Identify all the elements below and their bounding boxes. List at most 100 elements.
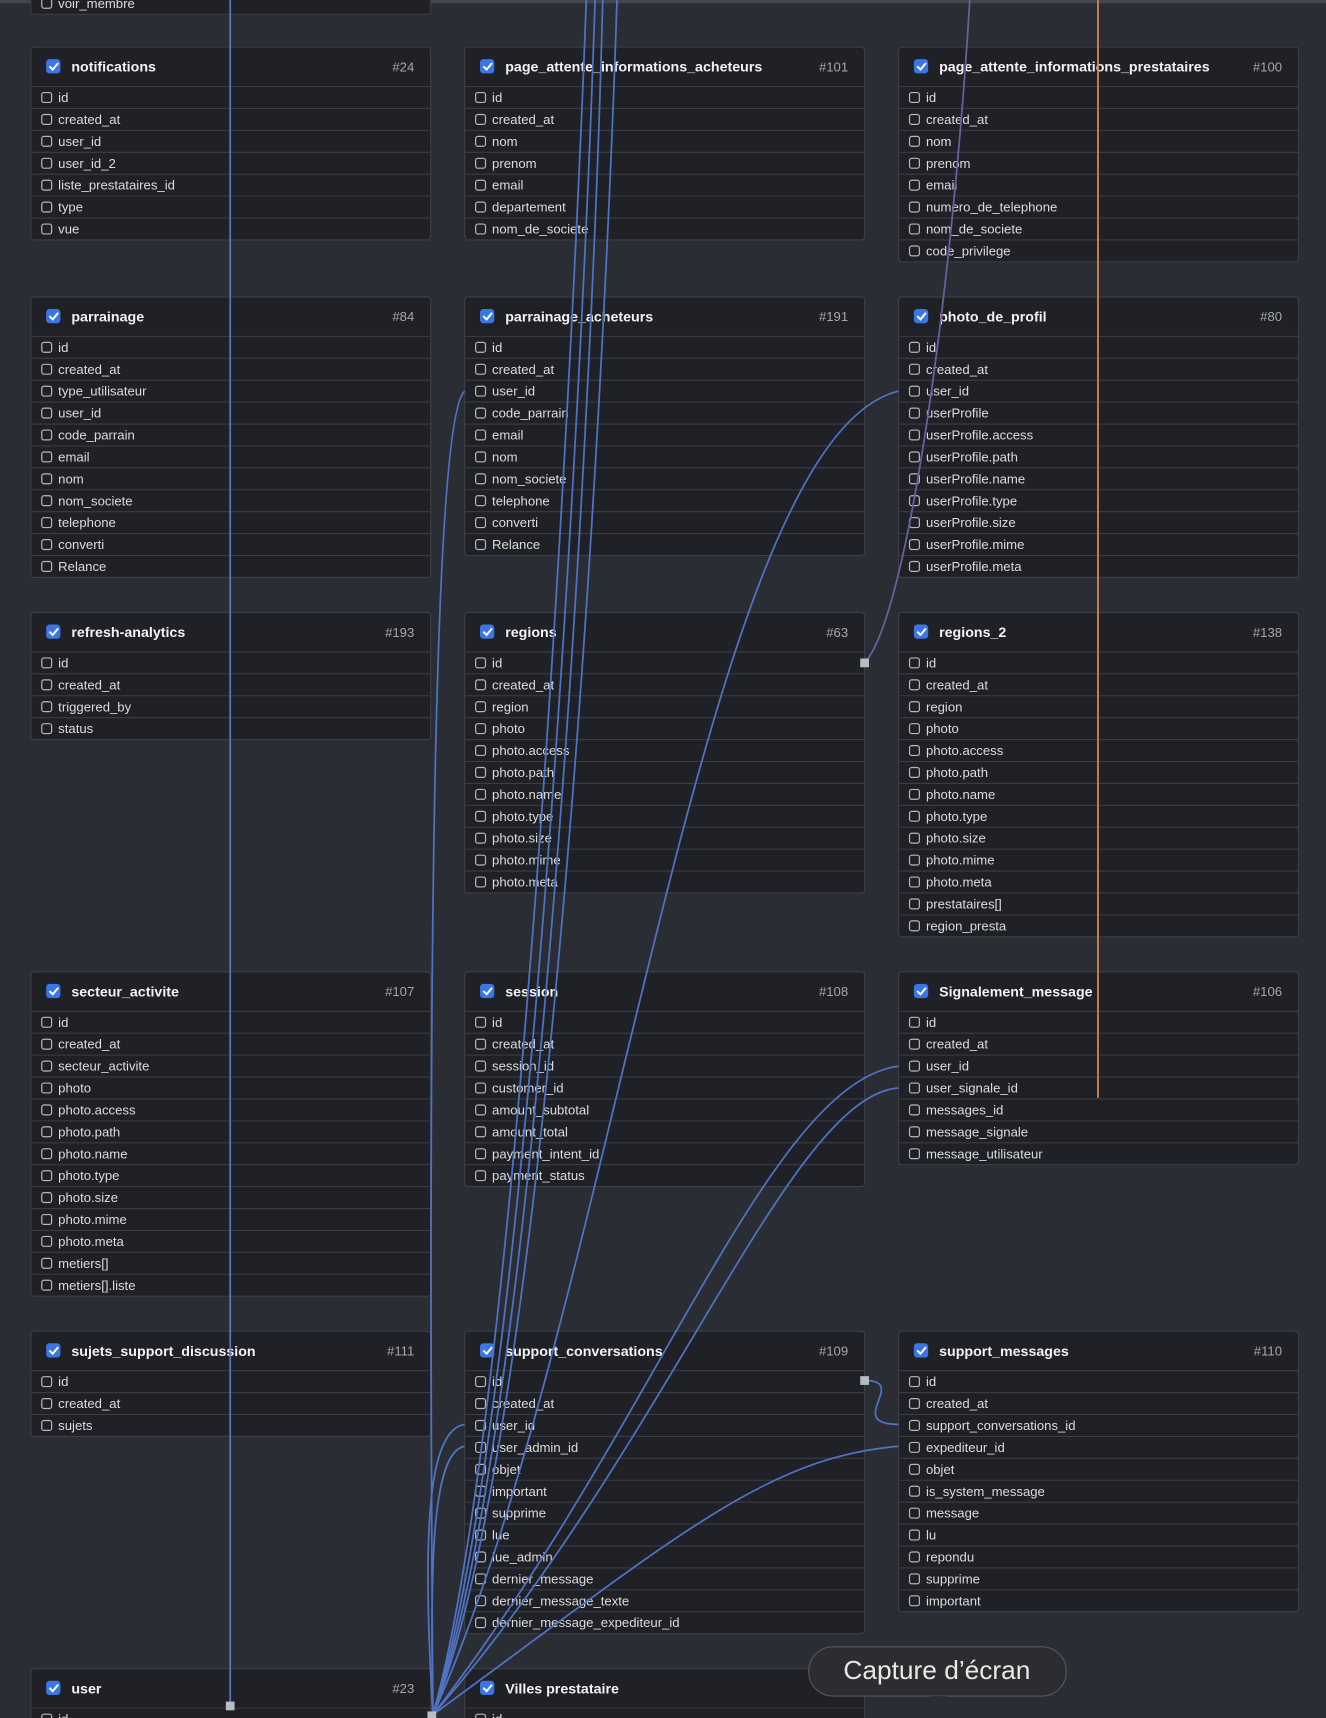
field-icon	[41, 157, 53, 169]
checkmark	[48, 987, 59, 996]
field-icon	[475, 679, 487, 691]
field-name: is_system_message	[926, 1484, 1045, 1499]
field-icon	[41, 679, 53, 691]
field-icon	[475, 1463, 487, 1475]
field-name: dernier_message	[492, 1571, 593, 1586]
field-icon	[41, 1192, 53, 1204]
field-icon	[475, 385, 487, 397]
field-icon	[908, 385, 920, 397]
field-name: user_signale_id	[926, 1081, 1018, 1096]
field-name: triggered_by	[58, 699, 131, 714]
field-name: id	[926, 655, 936, 670]
table-body	[898, 1330, 1300, 1613]
table-name: sujets_support_discussion	[71, 1344, 255, 1360]
field-icon	[41, 1126, 53, 1138]
field-icon	[908, 407, 920, 419]
table-body	[464, 1330, 866, 1635]
field-name: created_at	[58, 112, 120, 127]
field-icon	[908, 113, 920, 125]
field-icon	[908, 91, 920, 104]
field-icon	[475, 1419, 487, 1431]
relation-line	[432, 1087, 899, 1716]
checkmark	[482, 627, 493, 637]
field-name: type	[58, 200, 83, 215]
field-name: photo.mime	[926, 853, 995, 868]
checkmark	[482, 312, 493, 321]
field-name: nom	[492, 449, 518, 464]
field-name: message	[926, 1506, 979, 1521]
field-name: userProfile.type	[926, 493, 1017, 508]
field-icon	[475, 1126, 487, 1138]
field-icon	[475, 1376, 487, 1388]
field-name: userProfile.mime	[926, 537, 1024, 552]
field-icon	[475, 179, 487, 191]
field-icon	[908, 788, 920, 800]
tooltip: Capture d’écran	[808, 1646, 1067, 1705]
table-checkbox	[480, 1343, 495, 1358]
field-icon	[475, 1148, 487, 1160]
field-name: photo	[58, 1081, 91, 1096]
field-icon	[41, 539, 53, 551]
relations	[225, 0, 1099, 1718]
table-body	[464, 1668, 866, 1718]
field-icon	[41, 1235, 53, 1247]
field-name: photo.access	[58, 1102, 136, 1117]
field-name: id	[58, 1374, 68, 1389]
field-name: amount_total	[492, 1124, 568, 1139]
field-icon	[41, 701, 53, 713]
field-icon	[908, 1529, 920, 1541]
field-name: photo.name	[58, 1146, 127, 1161]
field-name: message_signale	[926, 1124, 1028, 1139]
field-icon	[475, 517, 487, 529]
field-name: prenom	[492, 156, 537, 171]
table-number: #107	[385, 984, 414, 999]
table-body	[464, 611, 866, 894]
field-icon	[41, 1213, 53, 1226]
field-name: userProfile.path	[926, 449, 1018, 464]
field-icon	[475, 473, 487, 485]
table-number: #106	[1253, 984, 1282, 999]
table-body	[464, 971, 866, 1188]
table-name: refresh-analytics	[71, 625, 185, 641]
relation-line	[432, 0, 618, 1716]
field-name: user_id	[58, 406, 101, 421]
field-name: userProfile.name	[926, 471, 1025, 486]
field-icon	[475, 723, 487, 735]
field-icon	[908, 1038, 920, 1050]
table-number: #101	[819, 59, 848, 74]
field-name: id	[492, 1712, 502, 1718]
field-icon	[908, 1551, 920, 1563]
field-name: lue	[492, 1528, 510, 1543]
field-name: converti	[58, 537, 104, 552]
checkmark	[48, 62, 59, 72]
field-icon	[908, 1485, 920, 1497]
field-name: photo.mime	[58, 1212, 127, 1227]
table: support_conversations #109idcreated_atuse…	[464, 1330, 866, 1635]
field-icon	[41, 0, 53, 9]
field-icon	[475, 1038, 487, 1050]
field-name: userProfile.meta	[926, 559, 1022, 574]
field-icon	[475, 201, 487, 213]
field-name: photo.access	[492, 743, 570, 758]
table: parrainage_acheteurs #191 id created_atuser…	[464, 296, 866, 557]
field-icon	[908, 854, 920, 866]
field-icon	[475, 1016, 487, 1028]
field-icon	[908, 473, 920, 485]
field-name: photo.type	[492, 809, 553, 824]
table-number: #138	[1253, 625, 1282, 640]
field-icon	[475, 363, 487, 375]
field-icon	[41, 223, 53, 235]
table-checkbox	[480, 983, 495, 999]
field-name: vue	[58, 222, 79, 237]
table-number: #193	[385, 625, 414, 640]
field-icon	[475, 1082, 487, 1094]
field-icon	[908, 832, 920, 844]
field-name: objet	[492, 1462, 521, 1477]
field-icon	[908, 876, 920, 888]
field-name: lu	[926, 1528, 936, 1543]
field-icon	[41, 1376, 53, 1388]
field-icon	[41, 1170, 53, 1182]
field-name: photo.path	[492, 765, 554, 780]
field-name: support_conversations_id	[926, 1418, 1076, 1433]
field-icon	[908, 1573, 920, 1585]
